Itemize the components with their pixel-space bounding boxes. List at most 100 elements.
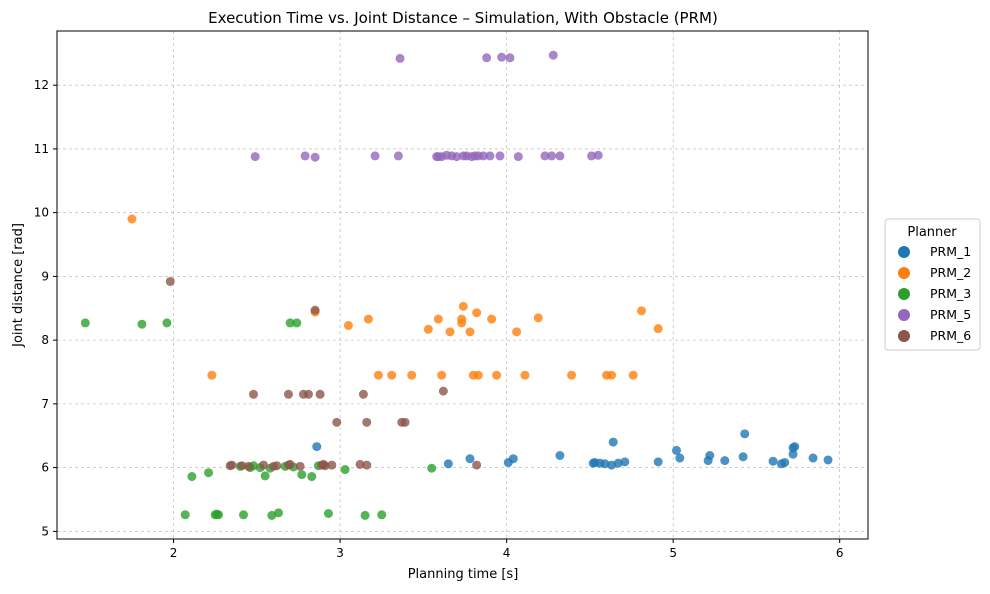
data-point-prm-6 [244, 461, 254, 471]
data-point-prm-1 [675, 453, 685, 463]
data-point-prm-1 [790, 442, 800, 452]
data-point-prm-1 [671, 445, 681, 455]
data-point-prm-3 [297, 470, 307, 480]
data-point-prm-1 [465, 454, 475, 464]
legend-title: Planner [907, 225, 957, 240]
data-point-prm-5 [547, 151, 557, 161]
data-point-prm-1 [312, 442, 322, 452]
data-point-prm-1 [768, 456, 778, 466]
data-point-prm-2 [433, 314, 443, 324]
data-point-prm-3 [307, 472, 317, 482]
data-point-prm-3 [260, 471, 270, 481]
data-point-prm-5 [485, 151, 495, 161]
data-point-prm-6 [268, 461, 278, 471]
data-point-prm-5 [540, 151, 550, 161]
data-points [80, 50, 833, 520]
data-point-prm-3 [285, 318, 295, 328]
data-point-prm-2 [458, 301, 468, 311]
data-point-prm-6 [227, 460, 237, 470]
data-point-prm-3 [377, 510, 387, 520]
data-point-prm-6 [249, 389, 259, 399]
data-point-prm-3 [323, 509, 333, 519]
data-point-prm-5 [587, 151, 597, 161]
data-point-prm-2 [607, 370, 617, 380]
data-point-prm-6 [310, 305, 320, 315]
y-axis-label: Joint distance [rad] [11, 223, 26, 348]
legend-marker [898, 288, 910, 300]
data-point-prm-3 [162, 318, 172, 328]
data-point-prm-2 [520, 370, 530, 380]
legend-marker [898, 330, 910, 342]
data-point-prm-6 [315, 389, 325, 399]
data-point-prm-6 [362, 460, 372, 470]
data-point-prm-2 [567, 370, 577, 380]
data-point-prm-3 [187, 472, 197, 482]
x-tick-label: 5 [669, 546, 677, 560]
x-tick-label: 6 [836, 546, 844, 560]
data-point-prm-2 [465, 327, 475, 337]
data-point-prm-1 [823, 455, 833, 465]
data-point-prm-3 [80, 318, 90, 328]
y-tick-label: 9 [41, 269, 49, 283]
data-point-prm-2 [363, 314, 373, 324]
data-point-prm-3 [137, 319, 147, 329]
data-point-prm-5 [370, 151, 380, 161]
legend-items: PRM_1 PRM_2 PRM_3 PRM_5 PRM_6 [898, 244, 971, 343]
data-point-prm-1 [608, 437, 618, 447]
data-point-prm-2 [207, 370, 217, 380]
x-tick-label: 3 [336, 546, 344, 560]
data-point-prm-5 [437, 152, 447, 162]
y-tick-label: 12 [34, 78, 49, 92]
y-tick-label: 8 [41, 333, 49, 347]
data-point-prm-6 [317, 460, 327, 470]
data-point-prm-6 [283, 389, 293, 399]
data-point-prm-3 [292, 318, 302, 328]
legend-label: PRM_5 [930, 307, 971, 322]
data-point-prm-2 [637, 306, 647, 316]
data-point-prm-2 [512, 327, 522, 337]
data-point-prm-6 [332, 417, 342, 427]
data-point-prm-3 [204, 468, 214, 478]
data-point-prm-6 [303, 389, 313, 399]
axis-ticks: 2 3 4 5 6 5 6 7 8 9 10 11 12 [34, 78, 844, 560]
data-point-prm-5 [497, 52, 507, 62]
legend-label: PRM_6 [930, 328, 971, 343]
data-point-prm-5 [250, 152, 260, 162]
data-point-prm-3 [239, 510, 249, 520]
legend-marker [898, 246, 910, 258]
data-point-prm-5 [555, 151, 565, 161]
legend: Planner PRM_1 PRM_2 PRM_3 PRM_5 PRM_6 [884, 218, 981, 351]
data-point-prm-5 [310, 152, 320, 162]
data-point-prm-2 [387, 370, 397, 380]
data-point-prm-2 [473, 370, 483, 380]
data-point-prm-2 [343, 320, 353, 330]
y-tick-label: 5 [41, 524, 49, 538]
data-point-prm-1 [620, 457, 630, 467]
data-point-prm-1 [808, 453, 818, 463]
data-point-prm-2 [472, 308, 482, 318]
data-point-prm-5 [395, 53, 405, 63]
data-point-prm-6 [258, 460, 268, 470]
y-tick-label: 7 [41, 397, 49, 411]
x-axis-label: Planning time [s] [408, 567, 519, 582]
data-point-prm-1 [705, 451, 715, 461]
data-point-prm-1 [780, 458, 790, 468]
data-point-prm-2 [487, 314, 497, 324]
data-point-prm-6 [362, 417, 372, 427]
data-point-prm-5 [478, 151, 488, 161]
plot-area-frame [56, 30, 869, 540]
chart-title: Execution Time vs. Joint Distance – Simu… [208, 9, 718, 27]
data-point-prm-6 [472, 460, 482, 470]
data-point-prm-1 [613, 458, 623, 468]
legend-marker [898, 309, 910, 321]
x-tick-label: 4 [503, 546, 511, 560]
data-point-prm-5 [300, 151, 310, 161]
data-point-prm-6 [400, 417, 410, 427]
data-point-prm-2 [653, 324, 663, 334]
data-point-prm-2 [407, 370, 417, 380]
data-point-prm-1 [443, 459, 453, 469]
data-point-prm-3 [427, 463, 437, 473]
data-point-prm-2 [423, 324, 433, 334]
data-point-prm-6 [438, 386, 448, 396]
